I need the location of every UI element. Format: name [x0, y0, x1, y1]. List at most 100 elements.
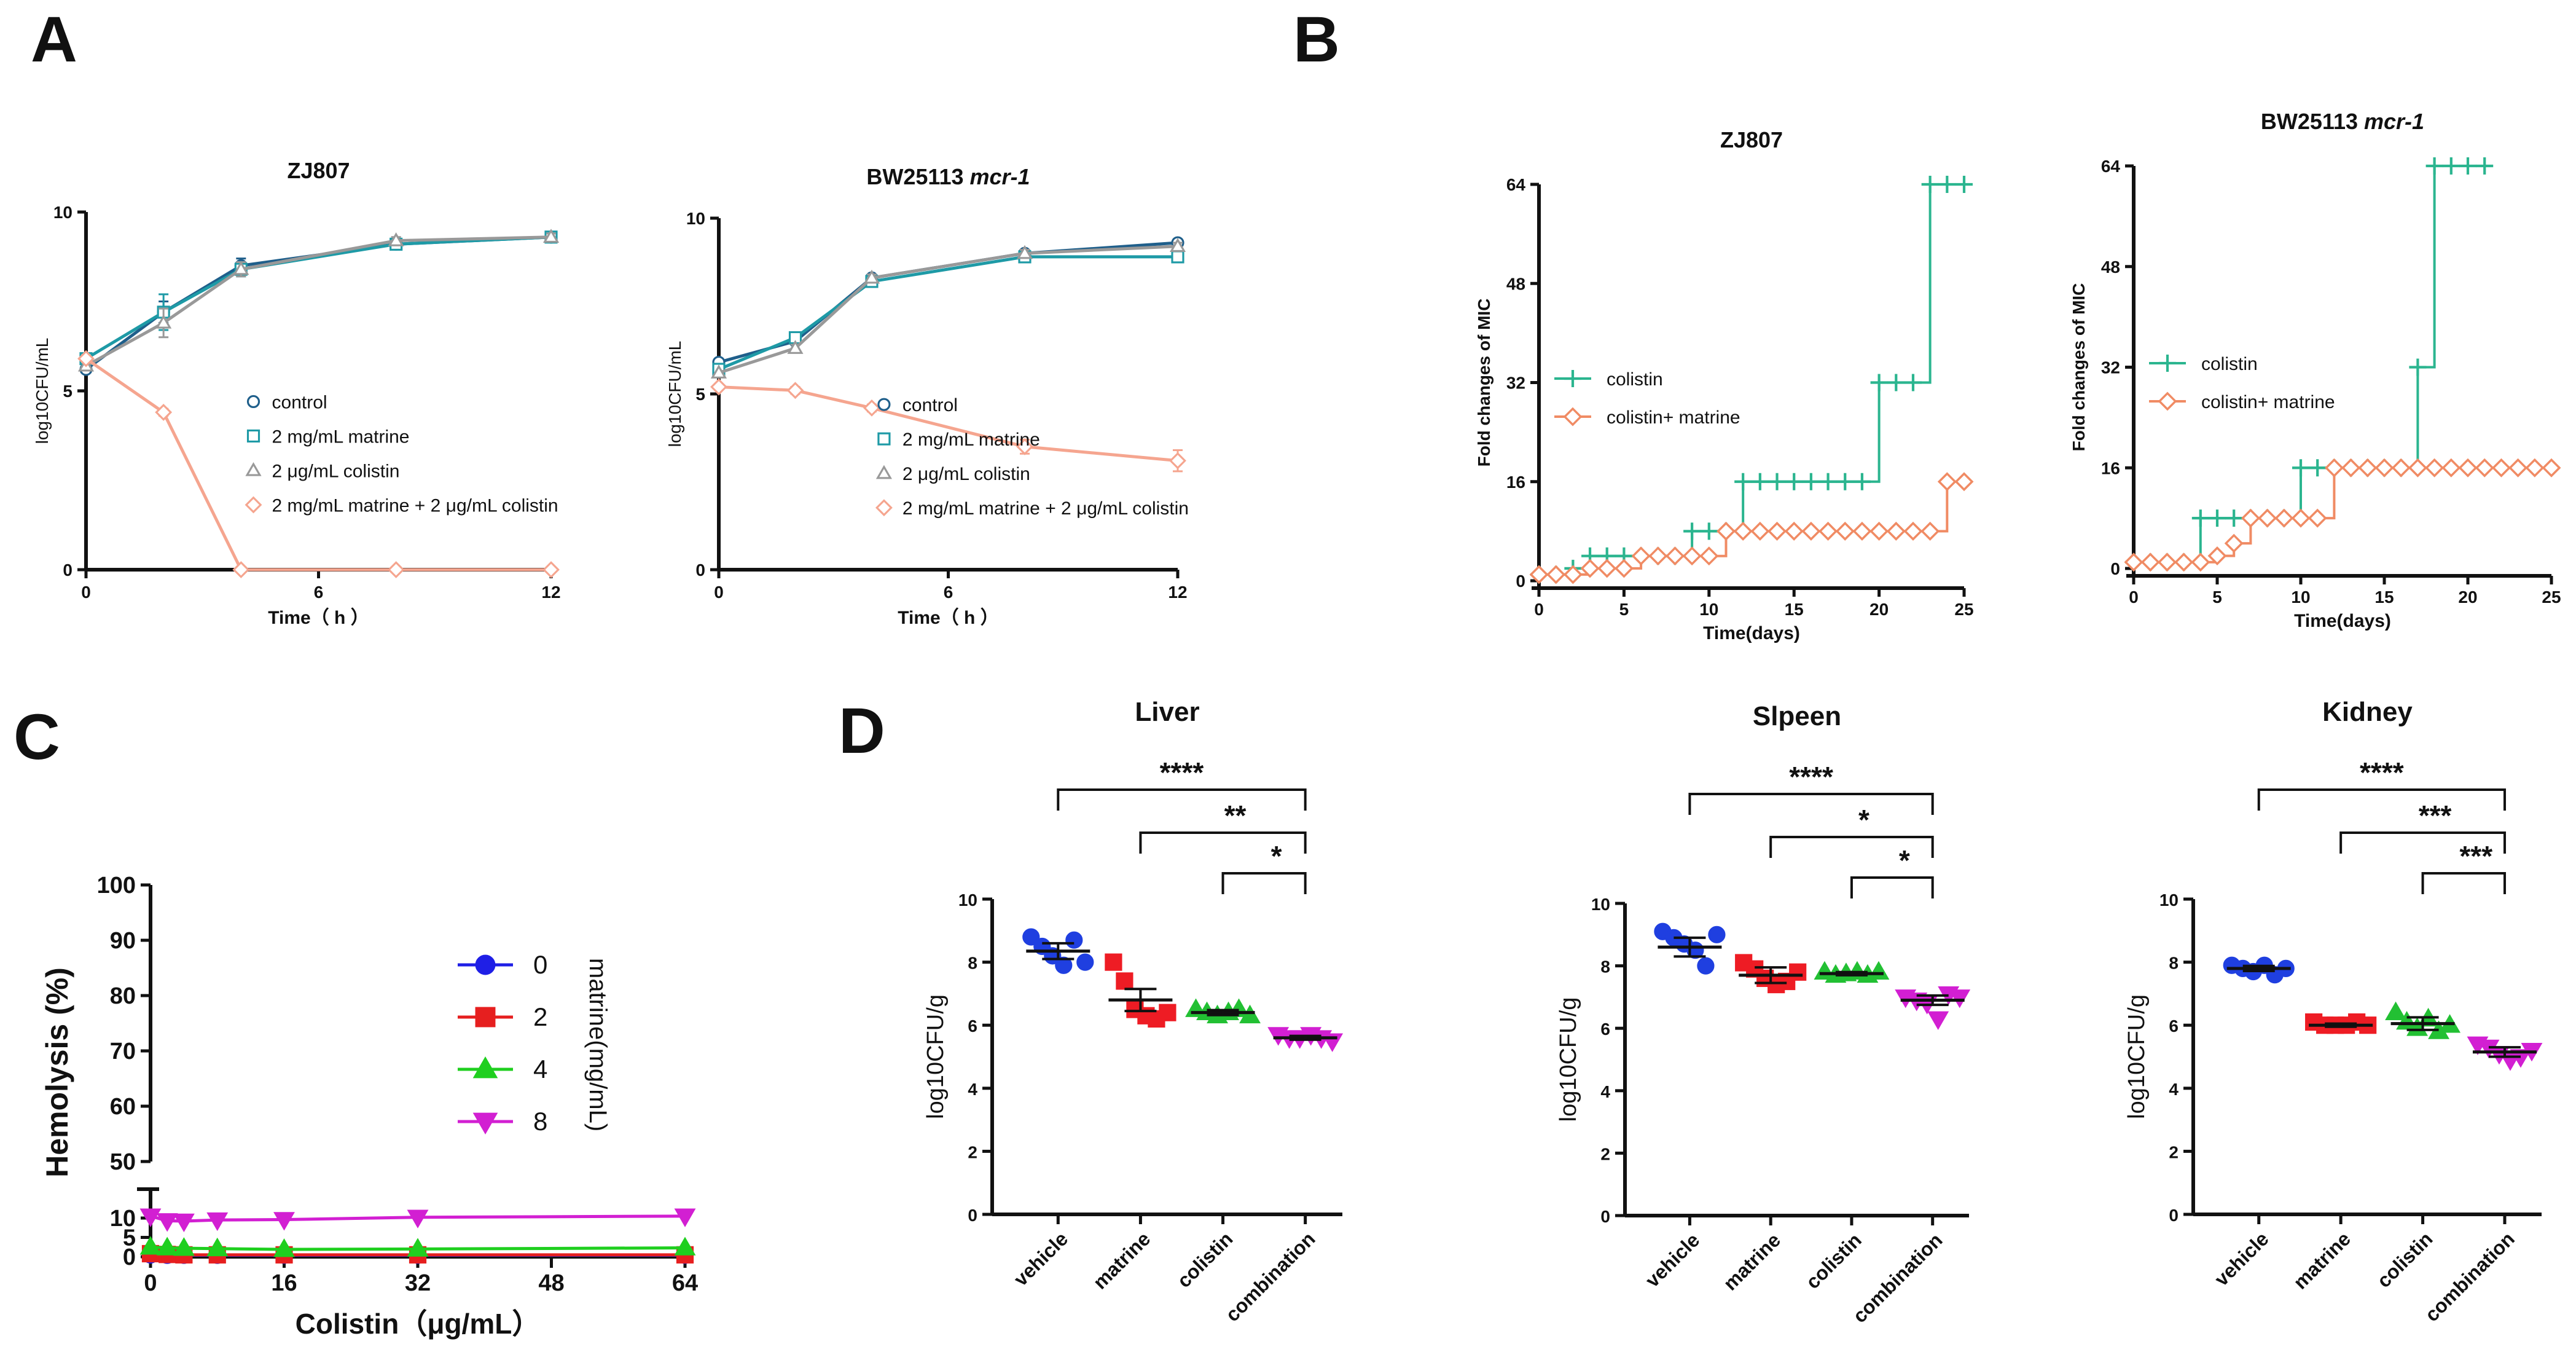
b2-xtick-label: 10 — [2291, 588, 2310, 607]
d3-sig-label: **** — [2360, 757, 2404, 788]
a2-legend-label: 2 mg/mL matrine + 2 μg/mL colistin — [902, 498, 1189, 519]
a2-xtick-label: 12 — [1168, 583, 1187, 602]
c-point — [674, 1208, 696, 1227]
b2-ytick-label: 0 — [2110, 559, 2120, 578]
b2-point — [2324, 458, 2344, 478]
d2-ytick-label: 8 — [1600, 957, 1610, 977]
d3-title: Kidney — [2322, 697, 2413, 727]
b2-title-italic: mcr-1 — [2364, 109, 2424, 134]
b1-point — [1580, 559, 1600, 578]
b2-xtick-label: 5 — [2212, 588, 2222, 607]
a2-chart: BW25113 mcr-1 0 5 10 0 6 12 Time（ h ） log10CFU/m… — [665, 164, 1189, 628]
a2-legend-label: control — [902, 395, 958, 415]
c-legend-label: 0 — [533, 950, 547, 979]
b2-point — [2458, 458, 2478, 478]
b1-point — [1938, 176, 1956, 193]
b2-point — [2207, 546, 2227, 566]
d3-sig-bracket — [2257, 788, 2506, 811]
a2-point — [863, 269, 880, 284]
c-ytick-label: 5 — [123, 1225, 136, 1251]
c-ytick-label: 90 — [110, 928, 136, 954]
b2-point — [2224, 533, 2244, 553]
b1-point — [1717, 521, 1736, 541]
b2-point — [2174, 552, 2194, 572]
b1-point — [1733, 521, 1753, 541]
c-point — [206, 1237, 229, 1257]
a2-point — [787, 340, 804, 354]
b1-point — [1852, 521, 1872, 541]
d1-sig-label: * — [1271, 840, 1282, 872]
b2-point — [2374, 458, 2394, 478]
d2-ytick-label: 4 — [1600, 1082, 1610, 1101]
c-ytick-label: 100 — [97, 873, 136, 898]
d3-sem-bar — [2406, 1016, 2439, 1031]
c-xtick-label: 0 — [144, 1270, 157, 1296]
b2-xlabel: Time(days) — [2294, 611, 2391, 631]
c-legend-label: 8 — [533, 1107, 547, 1136]
d3-ytick-label: 0 — [2169, 1206, 2179, 1225]
a1-point — [155, 403, 173, 421]
c-ytick-label: 80 — [110, 983, 136, 1009]
a1-ytick-label: 10 — [53, 203, 72, 222]
d1-xtick-label: matrine — [1089, 1227, 1154, 1293]
d2-sem-bar — [1835, 970, 1868, 977]
d2-title: Slpeen — [1753, 701, 1841, 731]
d2-sig-bracket — [1850, 876, 1934, 898]
b1-point — [1700, 522, 1718, 540]
c-xtick-label: 32 — [405, 1270, 431, 1296]
d2-point — [1708, 926, 1726, 943]
b2-xtick-label: 20 — [2458, 588, 2477, 607]
b1-point — [1870, 374, 1888, 391]
a2-xtick-label: 6 — [944, 583, 953, 602]
b1-ylabel: Fold changes of MIC — [1474, 299, 1494, 467]
a2-legend-marker — [875, 465, 892, 479]
b2-series-line — [2134, 466, 2551, 564]
d2-sig-bracket — [1688, 793, 1934, 815]
d2-point — [1927, 1011, 1949, 1030]
d2-point — [1697, 957, 1715, 975]
d2-ytick-label: 10 — [1591, 895, 1610, 914]
b1-point — [1937, 472, 1957, 492]
b2-point — [2476, 157, 2494, 175]
c-xtick-label: 64 — [672, 1270, 698, 1296]
d3-ytick-label: 2 — [2169, 1142, 2179, 1162]
c-legend-marker — [472, 1112, 498, 1135]
b1-legend-label: colistin+ matrine — [1607, 407, 1740, 428]
b1-point — [1921, 176, 1939, 193]
c-xtick-label: 48 — [538, 1270, 564, 1296]
b1-point — [1699, 546, 1719, 566]
a1-xtick-label: 0 — [81, 583, 91, 602]
c-legend-marker — [472, 1056, 498, 1079]
b1-ytick-label: 16 — [1506, 473, 1525, 492]
a1-legend-marker — [246, 429, 260, 443]
b2-ylabel: Fold changes of MIC — [2069, 283, 2088, 452]
d2-point — [1789, 963, 1807, 981]
b1-point — [1904, 374, 1922, 391]
d1-point — [1022, 928, 1040, 946]
a2-series-line — [718, 255, 1178, 371]
b2-point — [2274, 508, 2294, 528]
b1-chart: ZJ807 0 16 32 48 64 0 5 10 15 20 25 Time(days) Fold c… — [1474, 127, 1974, 643]
d1-ytick-label: 8 — [968, 954, 977, 973]
a2-xtick-label: 0 — [714, 583, 724, 602]
a2-title-italic: mcr-1 — [970, 164, 1030, 189]
d3-sem-bar — [2325, 1022, 2357, 1028]
b2-point — [2292, 459, 2309, 477]
a1-legend-marker — [245, 496, 262, 514]
b2-point — [2542, 458, 2561, 478]
d1-sem-bar — [1207, 1008, 1239, 1016]
b1-legend-label: colistin — [1607, 369, 1663, 390]
a2-ytick-label: 5 — [695, 385, 705, 404]
b1-xtick-label: 10 — [1699, 600, 1718, 619]
d1-xtick-label: colistin — [1173, 1227, 1237, 1292]
d3-point — [2385, 1001, 2406, 1020]
b1-title: ZJ807 — [1720, 127, 1783, 152]
a1-point — [387, 561, 405, 578]
b1-point — [1887, 374, 1905, 391]
d1-sig-label: ** — [1224, 800, 1247, 831]
b2-point — [2209, 509, 2226, 527]
b2-point — [2391, 458, 2411, 478]
c-ytick-label: 60 — [110, 1094, 136, 1120]
d1-sig-label: **** — [1160, 757, 1204, 788]
